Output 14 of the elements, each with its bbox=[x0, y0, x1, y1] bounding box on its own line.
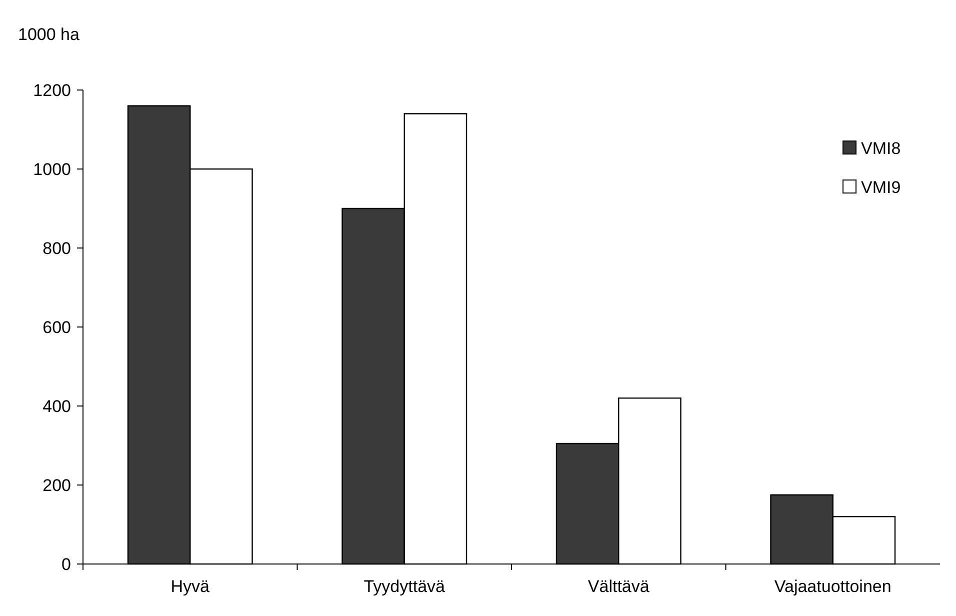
x-tick-label: Tyydyttävä bbox=[364, 577, 446, 596]
y-tick-label: 600 bbox=[42, 318, 71, 337]
legend-label: VMI8 bbox=[861, 138, 901, 158]
y-tick-label: 800 bbox=[42, 238, 71, 258]
x-tick-label: Hyvä bbox=[170, 577, 210, 596]
y-tick-label: 0 bbox=[62, 554, 71, 574]
y-axis-title: 1000 ha bbox=[18, 25, 80, 44]
y-tick-label: 1200 bbox=[33, 80, 71, 100]
y-tick-label: 400 bbox=[42, 396, 71, 416]
x-tick-label: Vajaatuottoinen bbox=[774, 577, 892, 596]
y-tick-label: 1000 bbox=[33, 160, 71, 179]
y-tick-label: 200 bbox=[42, 476, 71, 495]
legend-label: VMI9 bbox=[861, 178, 901, 197]
x-tick-label: Välttävä bbox=[588, 577, 650, 596]
